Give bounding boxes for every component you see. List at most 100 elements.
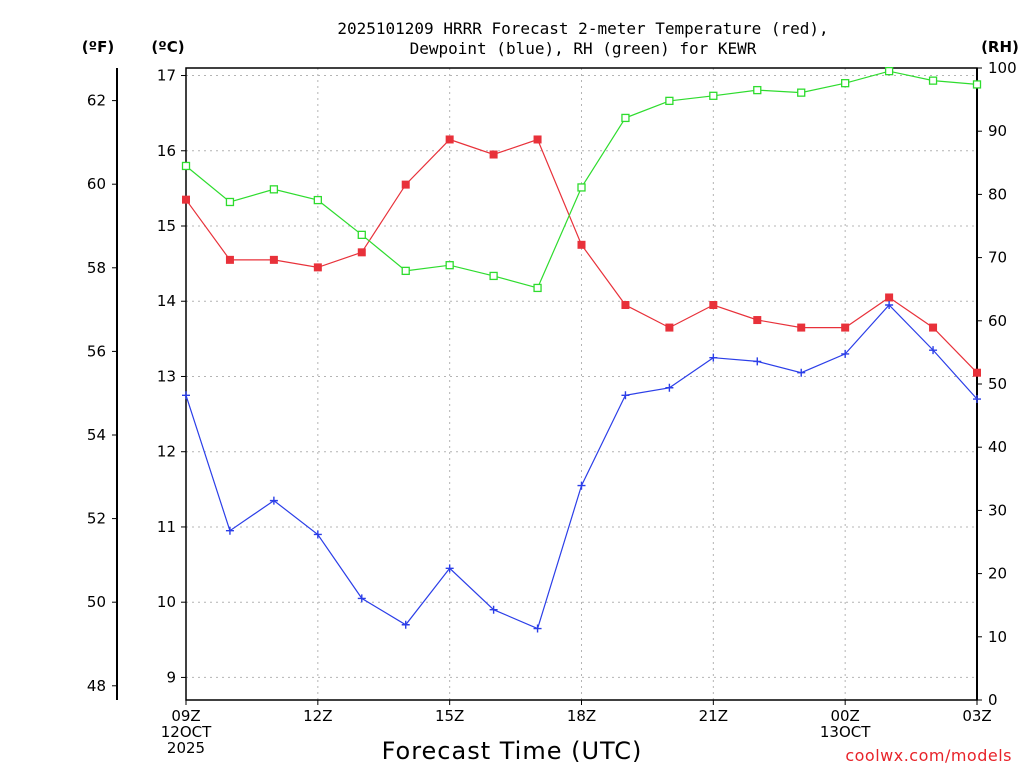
celsius-tick-label: 15 bbox=[157, 217, 176, 235]
dewpoint-point bbox=[269, 496, 278, 505]
credit-link[interactable]: coolwx.com/models bbox=[845, 746, 1012, 765]
dewpoint-point bbox=[313, 530, 322, 539]
temperature-point bbox=[973, 368, 981, 377]
rh-point bbox=[489, 271, 498, 281]
dewpoint-point bbox=[357, 594, 366, 603]
celsius-tick-label: 17 bbox=[157, 67, 176, 85]
dewpoint-point bbox=[225, 526, 234, 535]
x-tick-label: 09Z 12OCT 2025 bbox=[161, 707, 212, 757]
rh-tick-label: 70 bbox=[988, 249, 1007, 267]
rh-tick-label: 0 bbox=[988, 691, 998, 709]
dewpoint-point bbox=[533, 624, 542, 633]
fahrenheit-tick-label: 48 bbox=[87, 677, 106, 695]
celsius-tick-label: 14 bbox=[157, 292, 176, 310]
temperature-point bbox=[182, 195, 190, 204]
rh-point bbox=[621, 113, 630, 123]
rh-point bbox=[225, 197, 235, 207]
temperature-point bbox=[313, 263, 322, 272]
temperature-point bbox=[665, 323, 674, 332]
rh-point bbox=[401, 266, 410, 276]
x-tick-label-line: 12Z bbox=[303, 707, 332, 725]
celsius-unit-label: (ºC) bbox=[151, 38, 184, 56]
rh-point bbox=[269, 185, 279, 194]
rh-tick-label: 20 bbox=[988, 565, 1007, 583]
rh-point bbox=[972, 80, 982, 89]
temperature-point bbox=[841, 323, 850, 332]
x-tick-label-line: 18Z bbox=[567, 707, 596, 725]
rh-tick-label: 10 bbox=[988, 628, 1007, 646]
x-tick-label: 21Z bbox=[699, 707, 728, 725]
temperature-point bbox=[225, 255, 234, 264]
fahrenheit-unit-label: (ºF) bbox=[82, 38, 114, 56]
celsius-tick-label: 16 bbox=[157, 142, 176, 160]
temperature-point bbox=[797, 323, 806, 332]
dewpoint-point bbox=[182, 391, 190, 400]
fahrenheit-tick-label: 58 bbox=[87, 259, 106, 277]
fahrenheit-tick-label: 54 bbox=[87, 426, 106, 444]
rh-point bbox=[884, 67, 894, 76]
dewpoint-point bbox=[885, 301, 894, 309]
temperature-point bbox=[357, 248, 366, 257]
temperature-point bbox=[577, 240, 586, 249]
axis-ticks: 09Z 12OCT 2025 12Z 15Z 18Z 21Z 00Z 13OCT 03Z 9 10 11… bbox=[87, 59, 1017, 757]
rh-tick-label: 60 bbox=[988, 312, 1007, 330]
rh-point bbox=[753, 85, 762, 95]
dewpoint-point bbox=[445, 564, 454, 573]
celsius-tick-label: 11 bbox=[157, 518, 176, 536]
plot-frame bbox=[185, 67, 978, 701]
dewpoint-point bbox=[929, 346, 938, 355]
rh-tick-label: 80 bbox=[988, 185, 1007, 203]
temperature-point bbox=[709, 301, 718, 309]
dewpoint-point bbox=[621, 391, 630, 400]
rh-tick-label: 50 bbox=[988, 375, 1007, 393]
celsius-tick-label: 9 bbox=[166, 668, 176, 686]
grid-lines bbox=[186, 68, 977, 700]
temperature-point bbox=[533, 135, 542, 144]
rh-tick-label: 30 bbox=[988, 501, 1007, 519]
x-tick-label-line: 15Z bbox=[435, 707, 464, 725]
dewpoint-point bbox=[973, 395, 981, 404]
fahrenheit-tick-label: 50 bbox=[87, 593, 106, 611]
chart-title-line2: Dewpoint (blue), RH (green) for KEWR bbox=[410, 39, 757, 58]
x-tick-label: 03Z bbox=[962, 707, 991, 725]
rh-point bbox=[797, 88, 806, 97]
temperature-point bbox=[885, 293, 894, 302]
temperature-point bbox=[753, 316, 762, 325]
series-layer bbox=[181, 67, 982, 633]
x-tick-label-line: 2025 bbox=[167, 739, 205, 757]
temperature-point bbox=[269, 255, 278, 264]
x-tick-label-line: 00Z bbox=[830, 707, 859, 725]
temperature-series-line bbox=[185, 138, 978, 374]
fahrenheit-tick-label: 52 bbox=[87, 510, 106, 528]
rh-point bbox=[665, 96, 674, 106]
temperature-point bbox=[445, 135, 454, 144]
x-tick-label: 12Z bbox=[303, 707, 332, 725]
dewpoint-point bbox=[709, 353, 718, 362]
dewpoint-point bbox=[797, 368, 806, 377]
x-tick-label: 00Z 13OCT bbox=[820, 707, 871, 741]
x-tick-label-line: 12OCT bbox=[161, 723, 212, 741]
rh-tick-label: 40 bbox=[988, 438, 1007, 456]
rh-point bbox=[533, 283, 542, 293]
dewpoint-point bbox=[841, 349, 850, 358]
celsius-tick-label: 10 bbox=[157, 593, 176, 611]
x-tick-label-line: 03Z bbox=[962, 707, 991, 725]
fahrenheit-tick-label: 60 bbox=[87, 175, 106, 193]
dewpoint-point bbox=[753, 357, 762, 366]
rh-point bbox=[181, 161, 191, 171]
dewpoint-point bbox=[665, 383, 674, 392]
rh-tick-label: 100 bbox=[988, 59, 1017, 77]
rh-point bbox=[709, 91, 718, 100]
temperature-point bbox=[929, 323, 938, 332]
x-axis-title: Forecast Time (UTC) bbox=[382, 737, 643, 765]
x-tick-label: 15Z bbox=[435, 707, 464, 725]
rh-point bbox=[445, 261, 454, 270]
x-tick-label-line: 21Z bbox=[699, 707, 728, 725]
x-tick-label: 18Z bbox=[567, 707, 596, 725]
rh-point bbox=[357, 230, 366, 239]
rh-point bbox=[841, 79, 850, 88]
fahrenheit-tick-label: 56 bbox=[87, 342, 106, 360]
dewpoint-point bbox=[401, 620, 410, 629]
temperature-point bbox=[401, 180, 410, 189]
